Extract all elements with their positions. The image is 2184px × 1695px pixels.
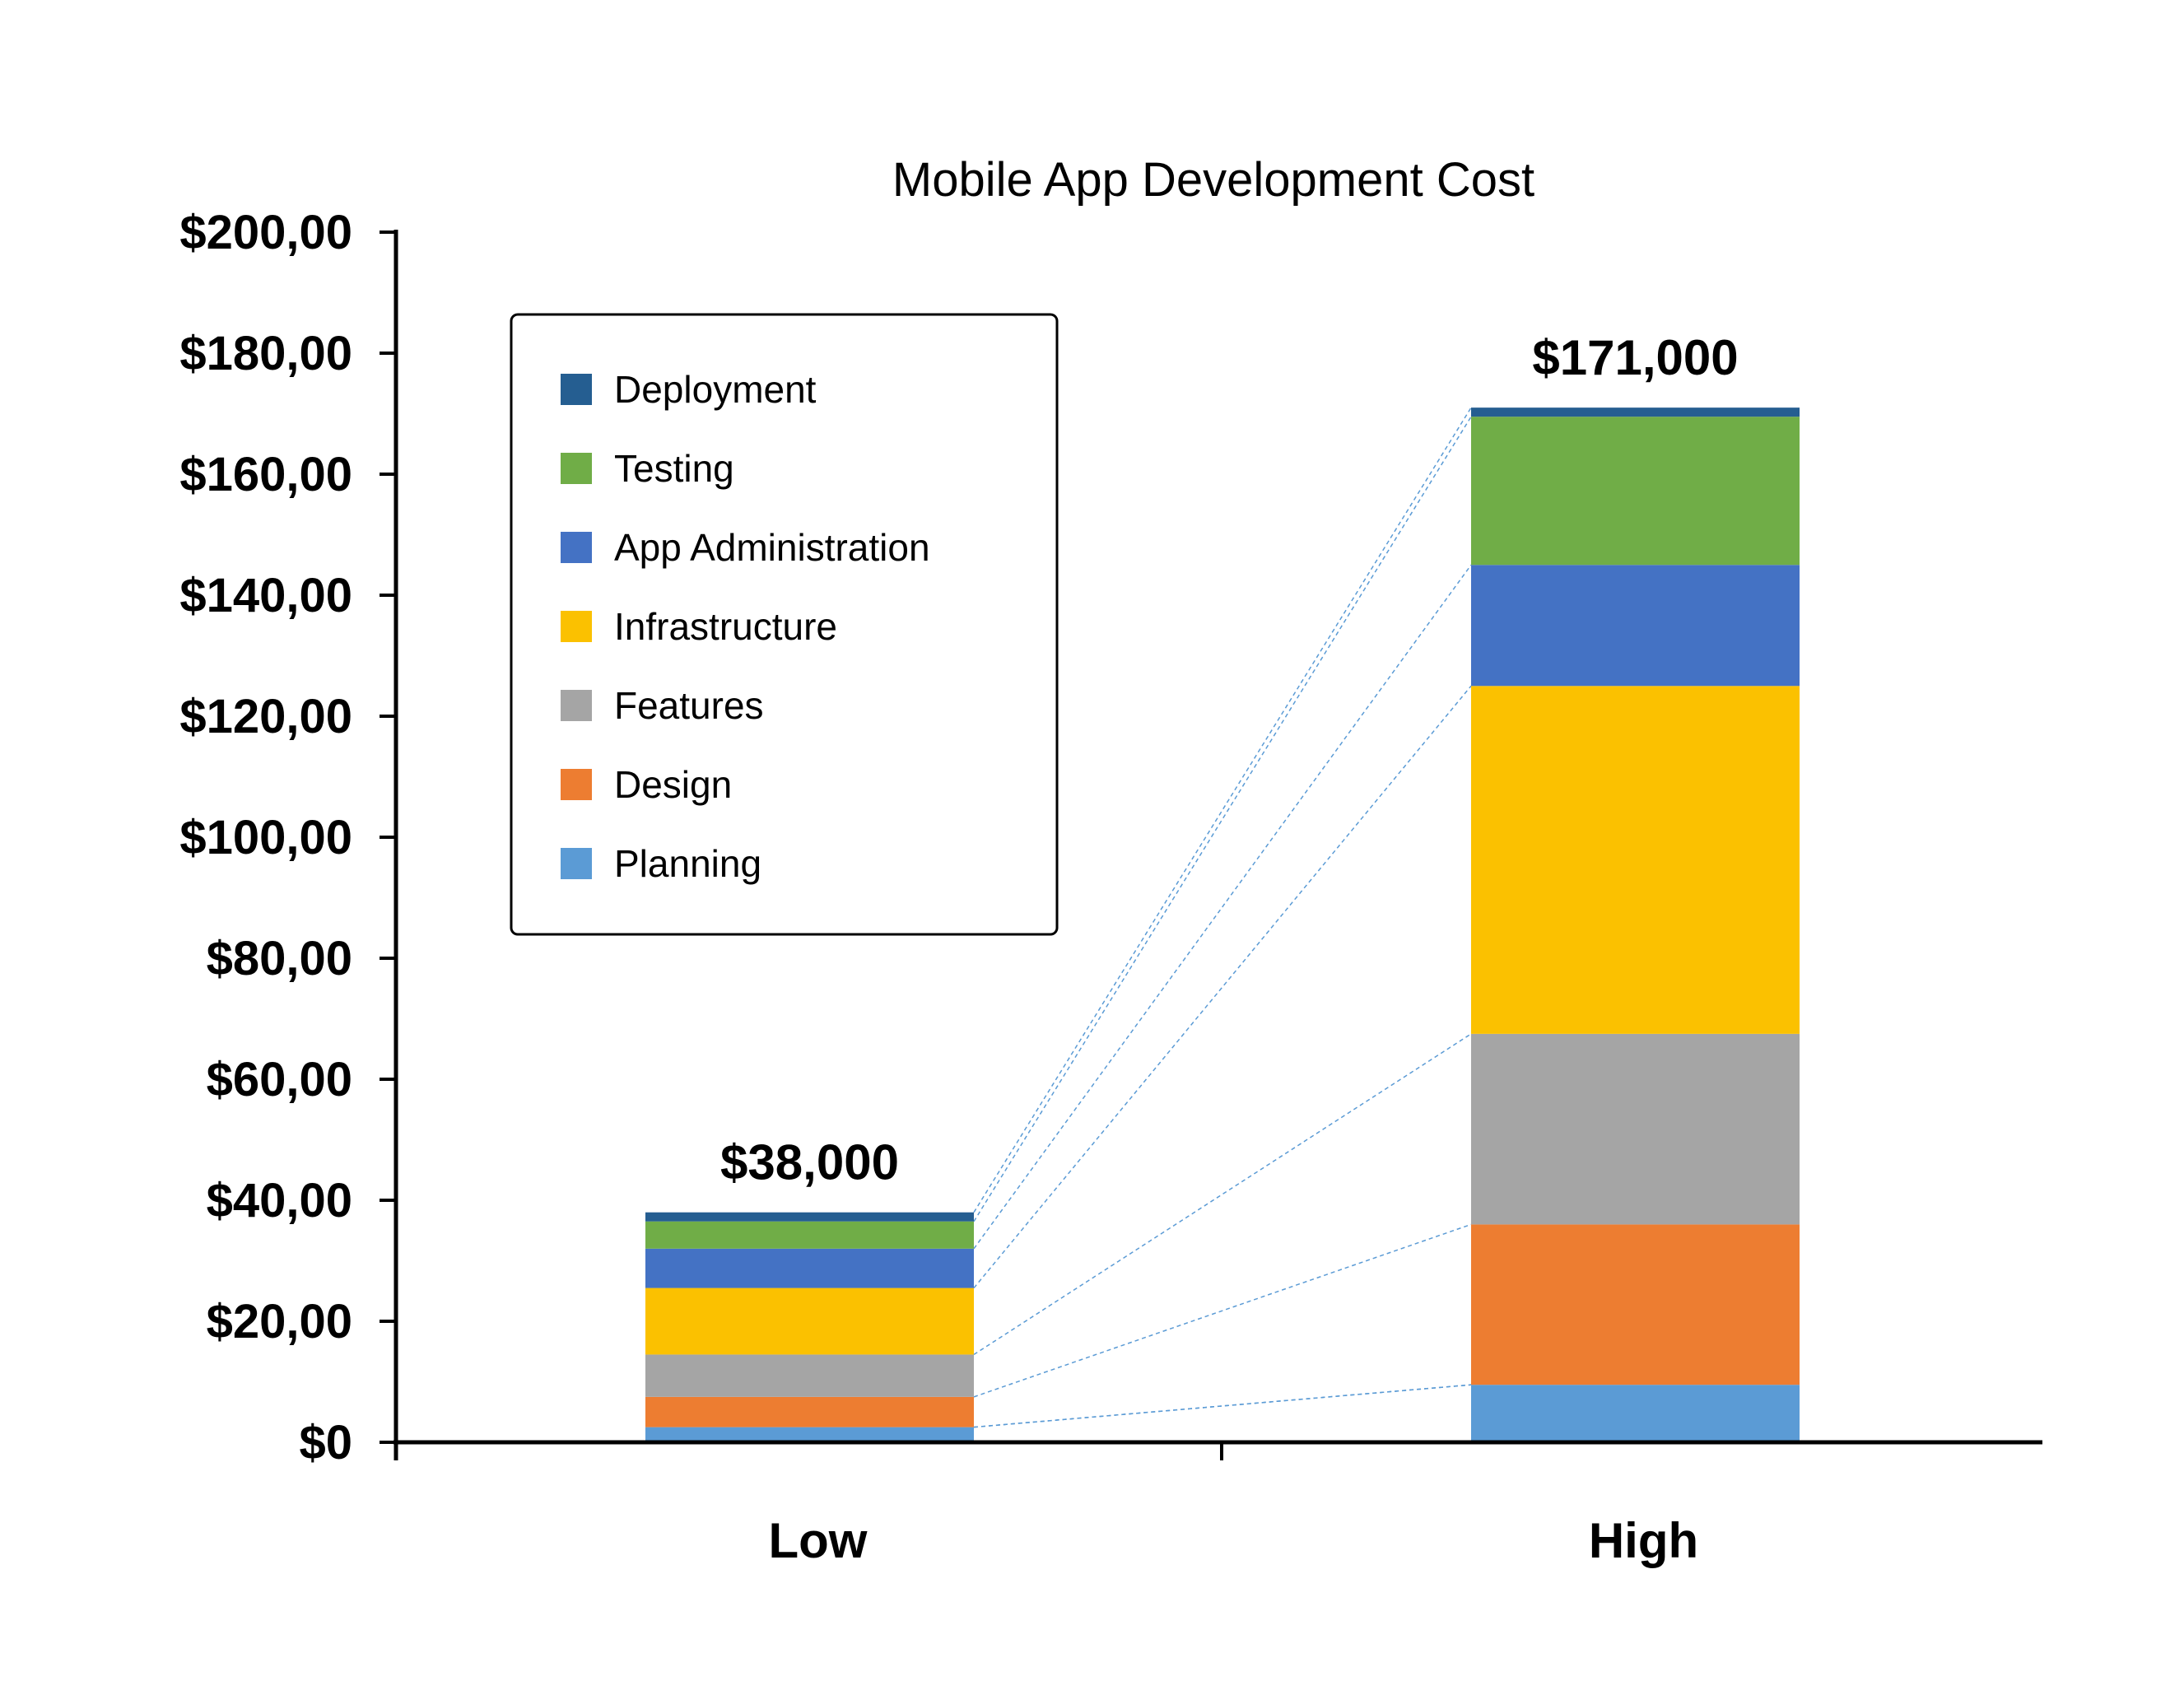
bar-segment-planning-high — [1471, 1385, 1800, 1442]
total-label-low: $38,000 — [720, 1135, 899, 1190]
series-line — [973, 407, 1472, 1213]
bar-segment-testing-low — [645, 1221, 974, 1249]
axes: Low High $0 $20,00 $40,00 $60,00 $80,00 $100,00… — [179, 206, 2042, 1568]
y-tick-label: $160,00 — [179, 448, 352, 501]
legend-label: Infrastructure — [614, 605, 837, 648]
bar-segment-testing-high — [1471, 417, 1800, 566]
legend-swatch-planning — [561, 848, 592, 879]
bar-segment-design-high — [1471, 1224, 1800, 1385]
legend: Deployment Testing App Administration Infra… — [510, 313, 1059, 936]
x-tick-label-low: Low — [769, 1513, 868, 1568]
legend-swatch-infrastructure — [561, 611, 592, 642]
legend-swatch-features — [561, 690, 592, 721]
legend-label: Testing — [614, 447, 734, 490]
bar-segment-app-administration-high — [1471, 565, 1800, 687]
series-line — [973, 1033, 1472, 1356]
total-label-high: $171,000 — [1532, 330, 1738, 385]
legend-swatch-app-administration — [561, 532, 592, 563]
y-tick-label: $200,00 — [179, 206, 352, 259]
series-line — [973, 564, 1472, 1250]
bar-segment-deployment-high — [1471, 407, 1800, 417]
legend-swatch-deployment — [561, 374, 592, 405]
y-tick-label: $80,00 — [207, 932, 352, 985]
y-tick-label: $60,00 — [207, 1053, 352, 1106]
y-tick-label: $0 — [299, 1416, 352, 1469]
y-tick-label: $40,00 — [207, 1174, 352, 1227]
series-lines — [973, 407, 1472, 1428]
y-tick-label: $140,00 — [179, 569, 352, 622]
legend-label: Deployment — [614, 368, 817, 411]
bar-segment-app-administration-low — [645, 1248, 974, 1288]
series-line — [973, 1384, 1472, 1428]
bar-segment-infrastructure-high — [1471, 686, 1800, 1034]
bar-segment-design-low — [645, 1396, 974, 1427]
legend-label: Design — [614, 763, 732, 806]
legend-box — [510, 313, 1059, 936]
bars: $38,000 $171,000 — [645, 330, 1800, 1442]
bar-segment-planning-low — [645, 1427, 974, 1442]
chart-title: Mobile App Development Cost — [892, 153, 1534, 207]
legend-label: Features — [614, 684, 764, 727]
bar-segment-deployment-low — [645, 1212, 974, 1222]
y-tick-label: $20,00 — [207, 1295, 352, 1348]
legend-swatch-testing — [561, 453, 592, 484]
bar-segment-features-low — [645, 1354, 974, 1397]
y-tick-label: $100,00 — [179, 811, 352, 864]
legend-label: App Administration — [614, 526, 930, 569]
series-line — [973, 416, 1472, 1222]
y-tick-label: $120,00 — [179, 690, 352, 743]
legend-label: Planning — [614, 842, 761, 885]
legend-swatch-design — [561, 769, 592, 800]
bar-segment-infrastructure-low — [645, 1288, 974, 1355]
bar-segment-features-high — [1471, 1033, 1800, 1225]
series-line — [973, 1223, 1472, 1398]
y-tick-label: $180,00 — [179, 327, 352, 380]
x-tick-label-high: High — [1589, 1513, 1698, 1568]
